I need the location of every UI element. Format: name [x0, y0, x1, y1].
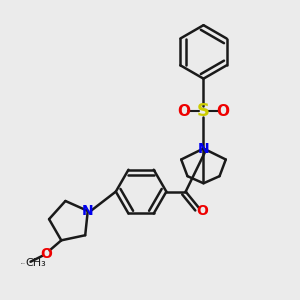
Text: N: N: [82, 204, 94, 218]
Text: O: O: [196, 204, 208, 218]
Text: O: O: [178, 104, 191, 119]
Text: methyl: methyl: [21, 262, 26, 264]
Text: O: O: [216, 104, 229, 119]
Text: O: O: [40, 247, 52, 261]
Text: CH₃: CH₃: [25, 258, 46, 268]
Text: S: S: [197, 102, 210, 120]
Text: N: N: [198, 142, 209, 155]
